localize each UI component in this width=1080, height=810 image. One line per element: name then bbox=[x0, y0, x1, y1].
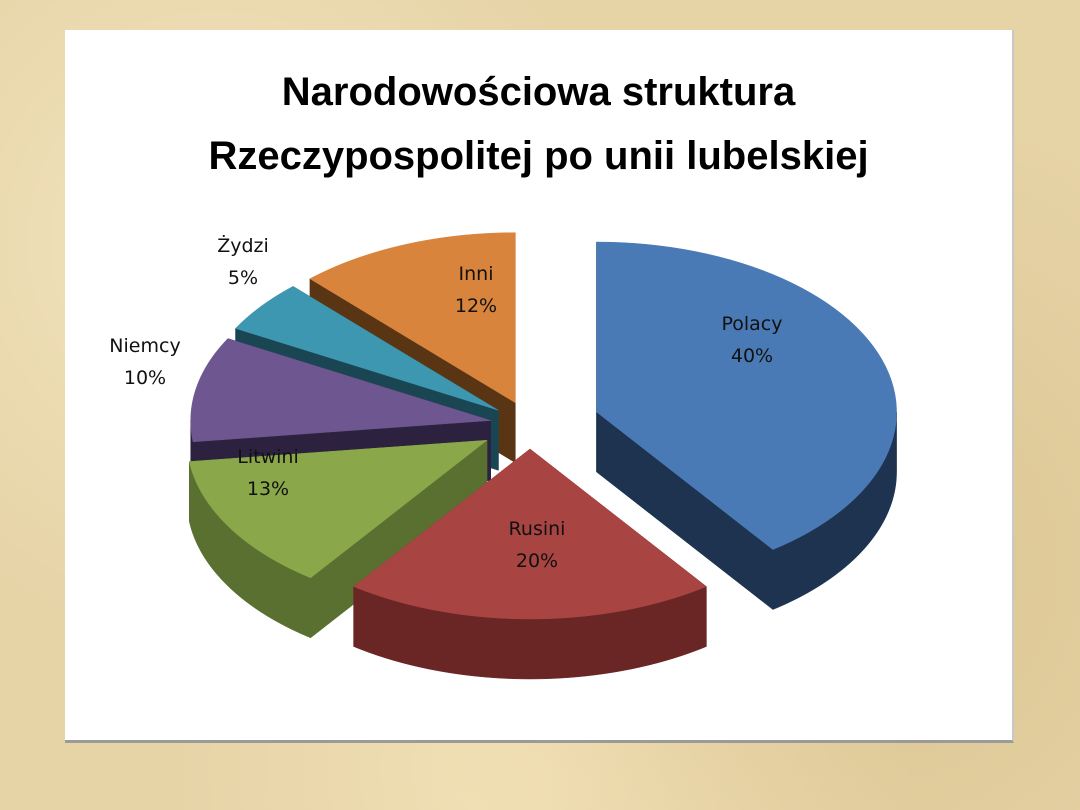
chart-title: Narodowościowa struktura Rzeczypospolite… bbox=[65, 60, 1012, 188]
category-label: Niemcy bbox=[109, 335, 181, 357]
chart-title-line-1: Narodowościowa struktura bbox=[281, 70, 796, 114]
data-label: Inni 12% bbox=[455, 258, 497, 322]
category-label: Polacy bbox=[721, 313, 783, 335]
value-label: 12% bbox=[454, 295, 498, 317]
data-label: Litwini 13% bbox=[237, 441, 298, 505]
value-label: 10% bbox=[123, 367, 167, 389]
data-label: Żydzi 5% bbox=[217, 230, 269, 294]
value-label: 40% bbox=[730, 345, 774, 367]
data-label: Polacy 40% bbox=[721, 308, 782, 372]
pie-slice-niemcy bbox=[190, 338, 491, 443]
pie-slice-rusini bbox=[353, 448, 707, 620]
category-label: Rusini bbox=[508, 518, 566, 540]
chart-title-line-2: Rzeczypospolitej po unii lubelskiej bbox=[208, 134, 869, 178]
value-label: 13% bbox=[246, 478, 290, 500]
pie-slice-polacy bbox=[596, 241, 897, 550]
pie-slice-żydzi bbox=[235, 286, 499, 411]
data-label: Niemcy 10% bbox=[109, 330, 180, 394]
value-label: 20% bbox=[515, 550, 559, 572]
category-label: Litwini bbox=[237, 446, 299, 468]
pie-slice-litwini bbox=[189, 439, 488, 579]
pie-slice-inni bbox=[309, 232, 516, 404]
value-label: 5% bbox=[227, 267, 259, 289]
category-label: Żydzi bbox=[217, 235, 269, 257]
category-label: Inni bbox=[458, 263, 494, 285]
data-label: Rusini 20% bbox=[509, 513, 566, 577]
